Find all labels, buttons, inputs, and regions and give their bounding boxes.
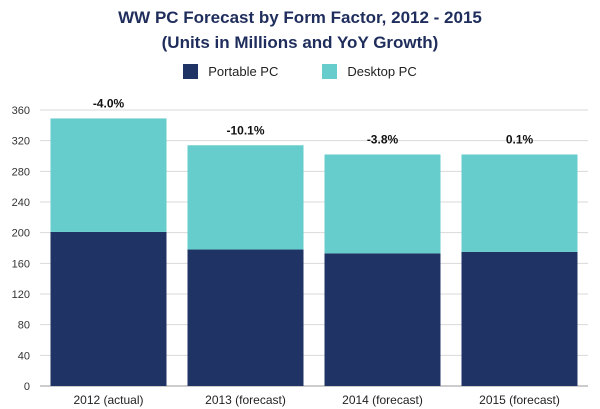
chart-legend: Portable PC Desktop PC [0,64,600,79]
legend-swatch-portable [183,64,199,79]
x-tick-label: 2014 (forecast) [342,393,423,407]
x-tick-label: 2015 (forecast) [479,393,560,407]
bar-portable [461,251,578,386]
chart-title: WW PC Forecast by Form Factor, 2012 - 20… [118,8,482,27]
y-tick-label: 0 [24,381,30,393]
y-tick-label: 240 [12,197,30,209]
legend-item-desktop: Desktop PC [322,64,417,79]
y-tick-label: 160 [12,258,30,270]
y-tick-label: 120 [12,289,30,301]
bar-desktop [461,154,578,252]
legend-label-desktop: Desktop PC [347,64,417,79]
growth-label: -4.0% [93,96,125,110]
y-tick-label: 280 [12,166,30,178]
y-tick-label: 360 [12,105,30,117]
legend-label-portable: Portable PC [208,64,279,79]
bar-portable [187,249,304,386]
legend-swatch-desktop [322,64,338,79]
bar-desktop [50,118,167,232]
y-tick-label: 80 [18,320,30,332]
bar-portable [50,231,167,386]
legend-item-portable: Portable PC [183,64,278,79]
bar-desktop [187,145,304,250]
y-tick-label: 320 [12,136,30,148]
x-tick-label: 2013 (forecast) [205,393,286,407]
y-tick-label: 40 [18,350,30,362]
bar-portable [324,253,441,386]
chart-subtitle: (Units in Millions and YoY Growth) [161,33,439,52]
growth-label: -3.8% [367,132,399,146]
y-tick-label: 200 [12,228,30,240]
growth-label: -10.1% [226,123,264,137]
growth-label: 0.1% [506,132,534,146]
bar-desktop [324,154,441,254]
x-tick-label: 2012 (actual) [73,393,143,407]
